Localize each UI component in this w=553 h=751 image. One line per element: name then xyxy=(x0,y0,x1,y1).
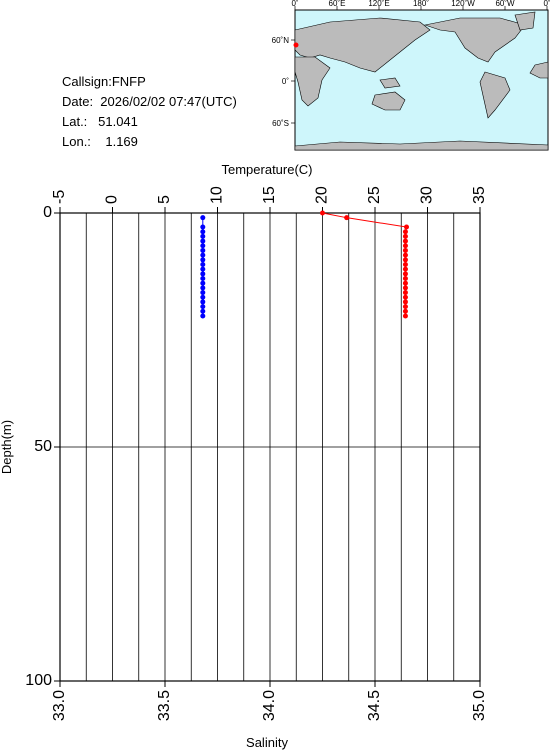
profile-point xyxy=(200,280,206,286)
profile-point xyxy=(402,308,408,314)
map-lat-label: 0˚ xyxy=(282,77,289,86)
x2-tick-label: 34.5 xyxy=(366,690,383,721)
profile-point xyxy=(402,271,408,277)
x2-tick-label: 35.0 xyxy=(471,690,488,721)
profile-point xyxy=(402,313,408,319)
x-tick-label: 15 xyxy=(261,186,278,204)
profile-point xyxy=(200,266,206,272)
map-lon-label: 0˚ xyxy=(543,0,550,8)
profile-point xyxy=(200,299,206,305)
profile-point xyxy=(200,285,206,291)
longitude: Lon.: 1.169 xyxy=(62,134,138,149)
map-lon-label: 120˚W xyxy=(451,0,475,8)
profile-point xyxy=(200,229,206,235)
profile-point xyxy=(200,313,206,319)
map-ticks xyxy=(291,6,548,124)
map-lat-label: 60˚S xyxy=(272,119,289,128)
profile-point xyxy=(200,224,206,230)
x-axis-title: Temperature(C) xyxy=(221,162,312,177)
x-tick-label: 20 xyxy=(314,186,331,204)
profile-point xyxy=(200,304,206,310)
profile-point xyxy=(200,271,206,277)
profile-point xyxy=(402,229,408,235)
x-tick-label: 35 xyxy=(471,186,488,204)
profile-point xyxy=(402,304,408,310)
profile-point xyxy=(402,238,408,244)
profile-point xyxy=(402,257,408,263)
x2-tick-label: 33.0 xyxy=(51,690,68,721)
profile-point xyxy=(404,224,409,230)
map-lon-label: 60˚W xyxy=(495,0,515,8)
x-tick-label: -5 xyxy=(51,190,68,204)
x2-axis-title: Salinity xyxy=(246,735,288,750)
x-tick-label: 0 xyxy=(104,195,121,204)
profile-point xyxy=(200,290,206,296)
x2-tick-label: 34.0 xyxy=(261,690,278,721)
x-tick-label: 30 xyxy=(419,186,436,204)
profile-point xyxy=(402,294,408,300)
profile-point xyxy=(402,276,408,282)
map-lon-label: 120˚E xyxy=(368,0,389,8)
profile-point xyxy=(320,210,325,216)
x-tick-label: 5 xyxy=(156,195,173,204)
profile-point xyxy=(402,290,408,296)
map-lon-label: 60˚E xyxy=(329,0,346,8)
callsign: Callsign:FNFP xyxy=(62,74,146,89)
map-land xyxy=(294,11,549,151)
profile-point xyxy=(200,257,206,263)
profile-point xyxy=(402,252,408,258)
profile-point xyxy=(402,261,408,267)
profile-point xyxy=(200,247,206,253)
map-lon-label: 0˚ xyxy=(291,0,298,8)
map-lon-label: 180˚ xyxy=(413,0,429,8)
profile-point xyxy=(200,276,206,282)
profile-point xyxy=(200,261,206,267)
profile-point xyxy=(200,294,206,300)
map-lon-labels: 0˚ 60˚E 120˚E 180˚ 120˚W 60˚W 0˚ xyxy=(291,0,550,8)
profile-point xyxy=(402,243,408,249)
profile-point xyxy=(402,266,408,272)
x-tick-label: 25 xyxy=(366,186,383,204)
profile-point xyxy=(402,299,408,305)
latitude: Lat.: 51.041 xyxy=(62,114,138,129)
profile-line xyxy=(322,212,408,316)
profile-point xyxy=(200,308,206,314)
map: 0˚ 60˚E 120˚E 180˚ 120˚W 60˚W 0˚ 60˚N 0˚ 60˚S xyxy=(272,0,551,151)
profile-point xyxy=(200,243,206,249)
y-tick-label: 100 xyxy=(25,672,52,689)
y-tick-label: 0 xyxy=(43,204,52,221)
map-lat-label: 60˚N xyxy=(272,36,290,45)
profile-point xyxy=(402,280,408,286)
map-lat-labels: 60˚N 0˚ 60˚S xyxy=(272,36,290,128)
profile-point xyxy=(402,233,408,239)
profile-point xyxy=(200,238,206,244)
y-axis-title: Depth(m) xyxy=(0,420,14,474)
profile-point xyxy=(402,247,408,253)
profile-point xyxy=(200,233,206,239)
profile-point xyxy=(344,215,350,221)
profile-point xyxy=(200,252,206,258)
x-tick-label: 10 xyxy=(209,186,226,204)
y-tick-label: 50 xyxy=(34,438,52,455)
profile-point xyxy=(402,285,408,291)
station-dot xyxy=(293,42,299,48)
x2-tick-label: 33.5 xyxy=(156,690,173,721)
profile-point xyxy=(200,215,206,221)
date: Date: 2026/02/02 07:47(UTC) xyxy=(62,94,237,109)
